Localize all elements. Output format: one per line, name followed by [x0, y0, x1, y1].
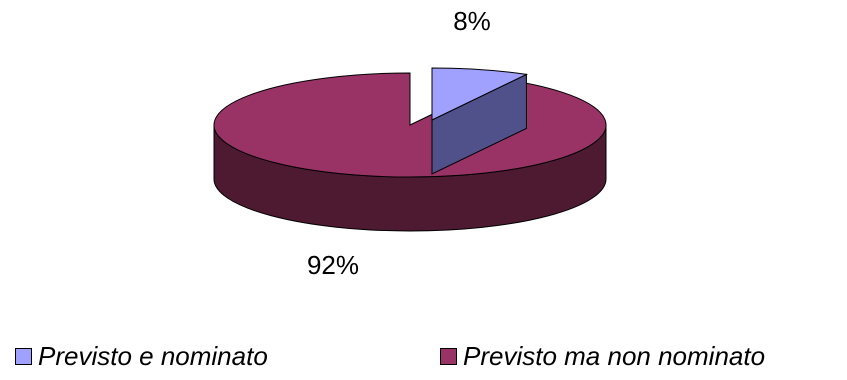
legend-swatch: [440, 347, 457, 365]
legend-item-previsto-e-nominato: Previsto e nominato: [15, 336, 268, 376]
pie-slice-previsto-ma-non-nominato: [213, 72, 607, 178]
legend-item-previsto-ma-non-nominato: Previsto ma non nominato: [440, 336, 765, 376]
pie-slices: [213, 67, 607, 232]
pie-data-labels: 8% 92%: [307, 6, 491, 280]
data-label-previsto-e-nominato: 8%: [453, 6, 491, 36]
legend-label: Previsto ma non nominato: [463, 341, 766, 371]
data-label-previsto-ma-non-nominato: 92%: [307, 250, 359, 280]
pie-chart: 8% 92%: [213, 6, 607, 280]
legend-swatch: [15, 347, 32, 365]
chart-legend: Previsto e nominato Previsto ma non nomi…: [0, 336, 847, 380]
pie-slice-previsto-e-nominato: [431, 67, 529, 121]
legend-label: Previsto e nominato: [38, 341, 268, 371]
